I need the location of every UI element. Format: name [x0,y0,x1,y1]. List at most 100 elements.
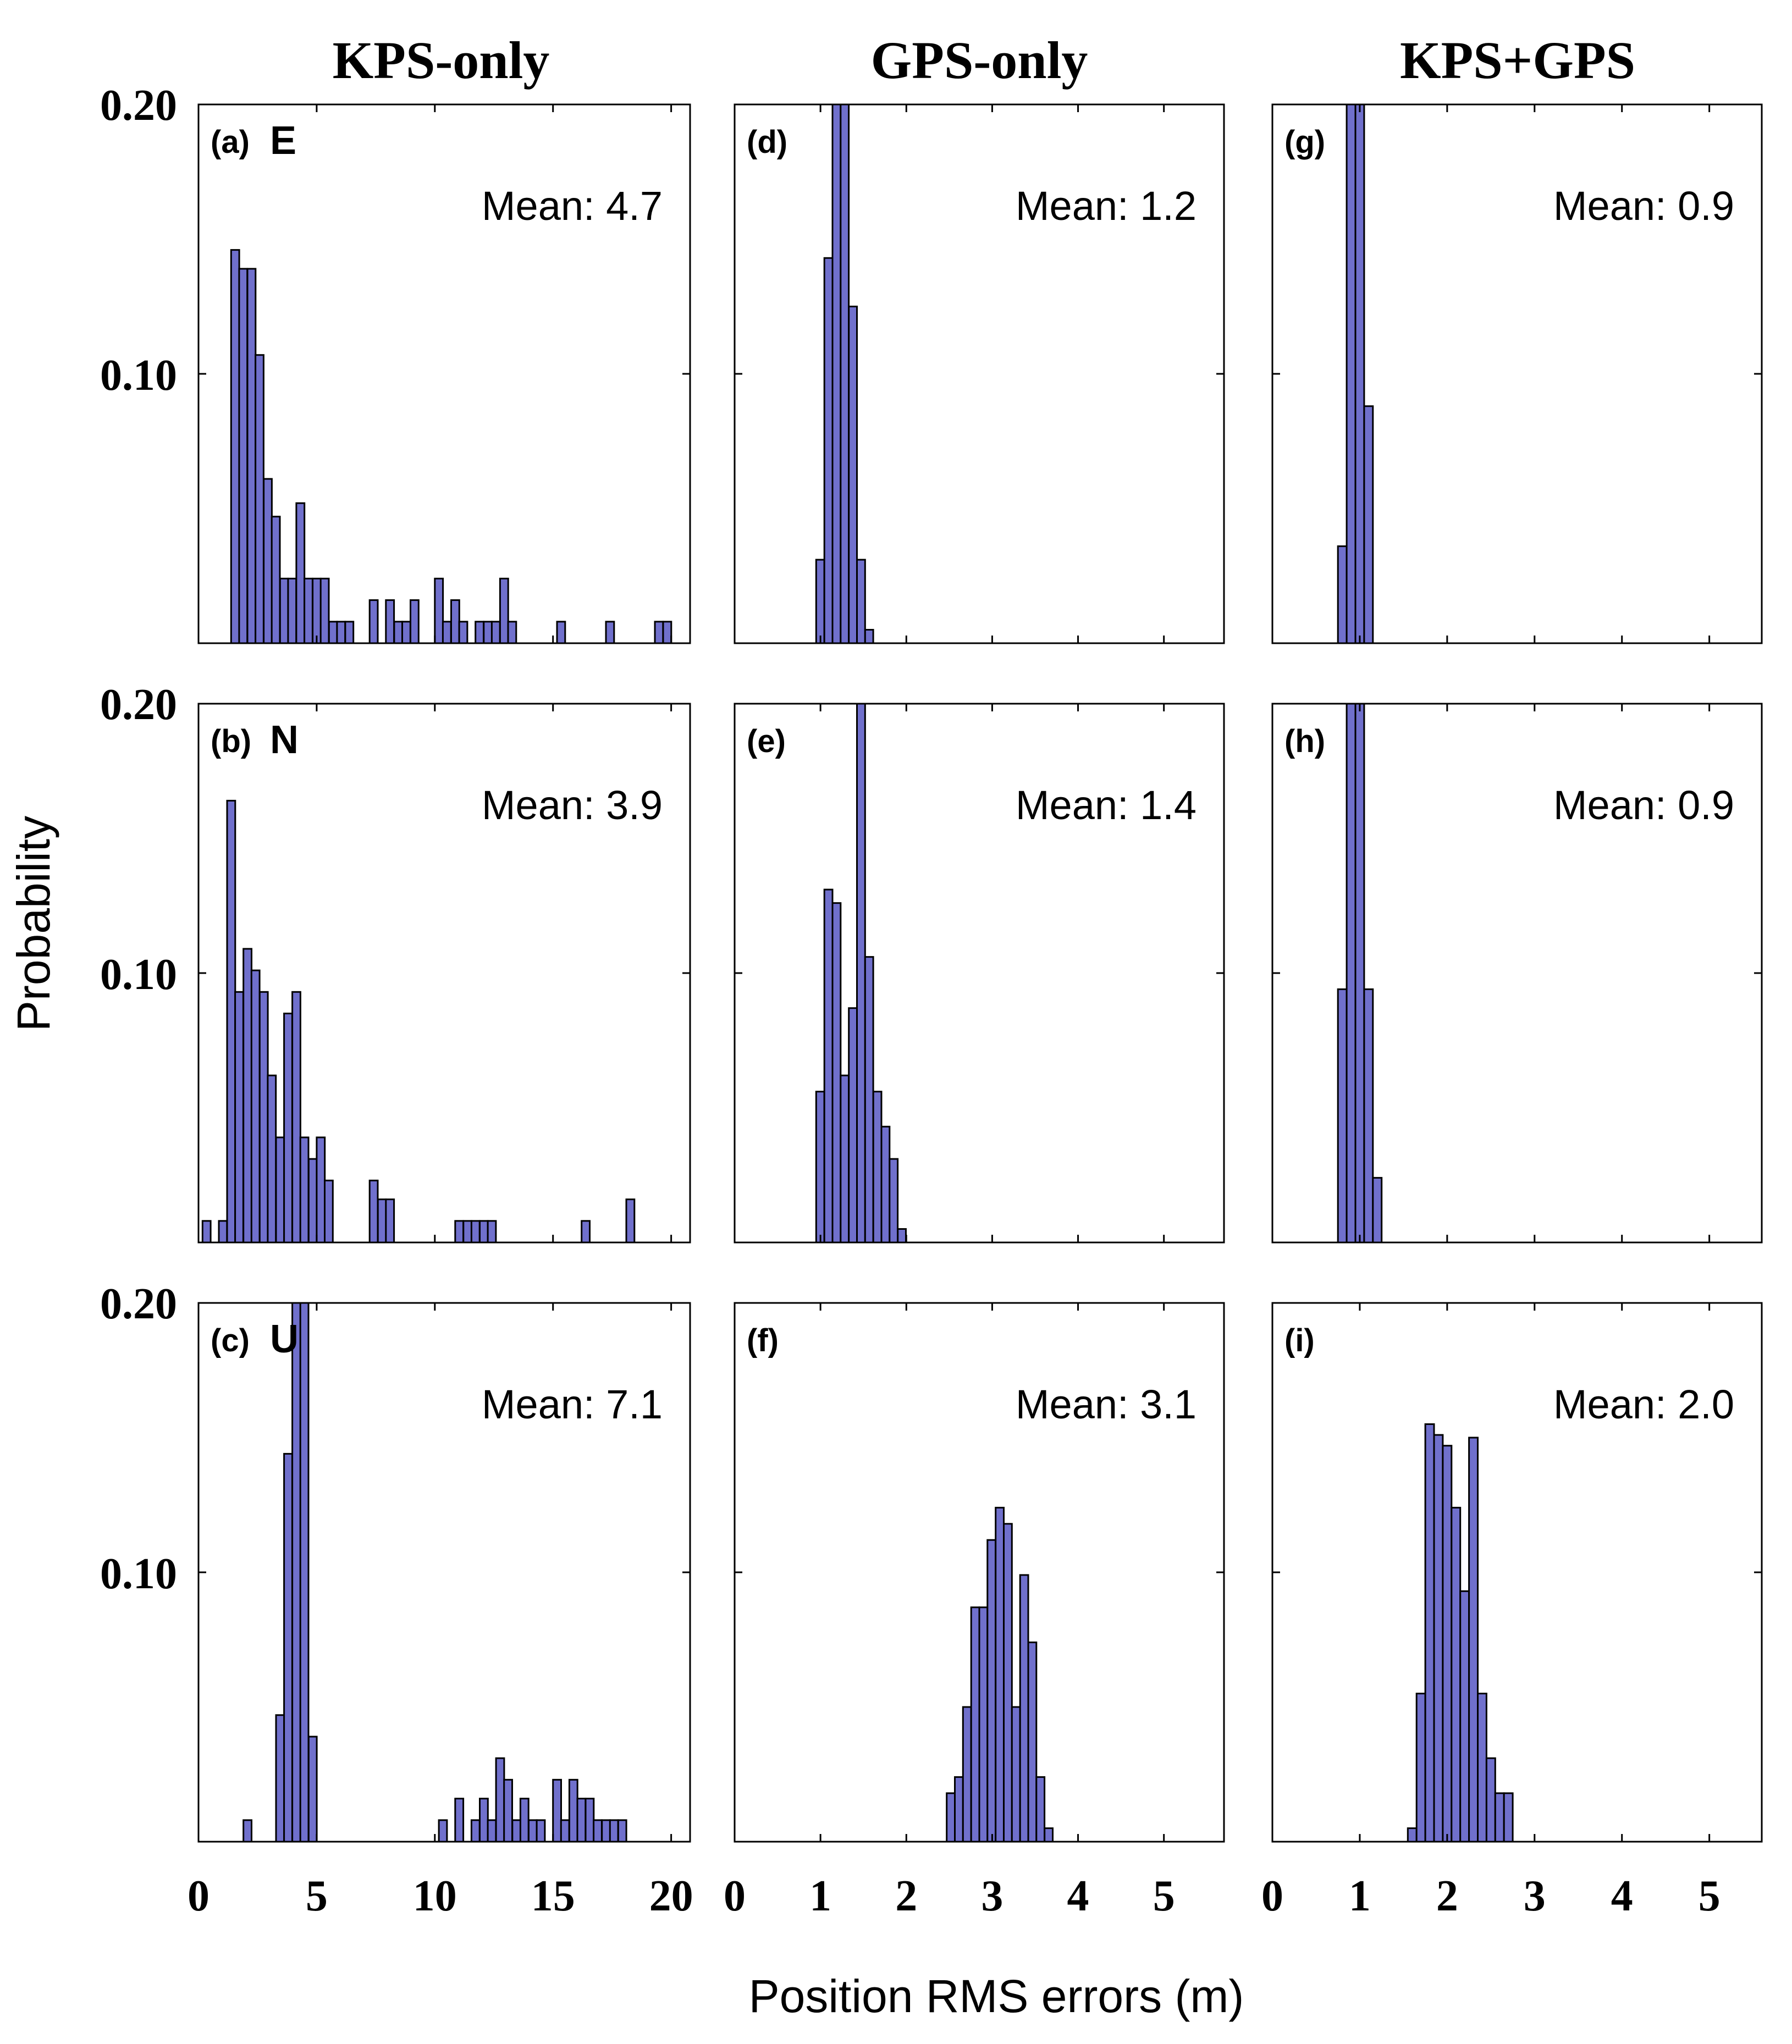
bar-f-0 [946,1792,956,1843]
bar-f-6 [995,1506,1005,1843]
bar-d-6 [864,629,874,644]
bar-e-5 [856,703,866,1244]
x-tick-label-i-1: 1 [1349,1872,1371,1920]
bar-i-1 [1415,1693,1426,1843]
bar-f-2 [962,1706,972,1843]
histogram-panel-a: (a) E Mean: 4.7 [197,103,691,644]
bar-a-5 [271,516,281,644]
bar-a-2 [246,268,257,644]
bar-a-32 [662,621,672,644]
bar-e-2 [831,902,842,1244]
column-title-gps-only: GPS-only [871,31,1088,90]
bar-a-14 [344,621,355,644]
bar-a-26 [490,621,501,644]
column-title-kps-gps: KPS+GPS [1400,31,1635,90]
bar-b-24 [625,1198,636,1244]
bar-a-20 [434,577,444,644]
histogram-panel-d: (d) Mean: 1.2 [734,103,1225,644]
panel-label-f: (f) [747,1323,779,1358]
histogram-panel-i: 0 1 2 3 4 5 (i) Mean: 2.0 [1261,1302,1763,1920]
x-tick-label-f-4: 4 [1067,1872,1089,1920]
bar-c-7 [454,1798,465,1843]
bar-h-2 [1354,703,1365,1244]
bar-f-9 [1019,1574,1029,1843]
bar-c-15 [527,1819,538,1843]
bar-i-9 [1485,1757,1496,1843]
bar-b-22 [487,1220,497,1244]
bar-b-0 [201,1220,212,1244]
bar-b-19 [462,1220,473,1244]
mean-annotation-c: Mean: 7.1 [482,1382,663,1427]
bar-e-7 [872,1091,883,1244]
bar-d-4 [848,306,858,644]
panel-label-i: (i) [1284,1323,1315,1358]
panel-label-b: (b) [211,723,251,759]
panel-label-a: (a) [211,124,250,160]
bar-a-21 [442,621,452,644]
bar-a-22 [450,599,460,644]
y-tick-label-0.20-row3: 0.20 [100,1280,177,1328]
bar-h-1 [1346,703,1357,1244]
bar-c-4 [299,1302,310,1843]
bar-i-2 [1424,1423,1435,1843]
bar-b-6 [258,991,269,1244]
bar-i-8 [1477,1693,1487,1843]
bar-b-16 [377,1198,387,1244]
x-tick-label-f-1: 1 [809,1872,831,1920]
bar-f-1 [954,1776,964,1843]
bar-a-9 [304,577,313,644]
bar-a-13 [336,621,346,644]
bar-b-18 [454,1220,465,1244]
bar-a-10 [312,577,322,644]
y-tick-label-0.10-row3: 0.10 [100,1550,177,1598]
x-tick-label-f-5: 5 [1153,1872,1175,1920]
bar-b-8 [275,1136,285,1244]
bar-b-3 [234,991,244,1244]
y-tick-label-0.10-row1: 0.10 [100,351,177,400]
bar-a-15 [368,599,379,644]
x-tick-label-i-3: 3 [1524,1872,1546,1920]
bar-c-2 [283,1452,293,1843]
bar-e-4 [848,1007,858,1244]
bar-c-9 [479,1798,489,1843]
bar-c-11 [495,1757,505,1843]
bar-e-9 [889,1158,899,1244]
bar-c-22 [593,1819,603,1843]
x-tick-label-c-10: 10 [413,1872,457,1920]
bar-g-2 [1354,103,1365,644]
bar-c-14 [519,1798,530,1843]
bar-c-25 [617,1819,627,1843]
bar-c-21 [585,1798,595,1843]
bar-a-28 [507,621,517,644]
bar-f-7 [1003,1523,1013,1843]
bar-c-5 [307,1736,318,1843]
bar-i-11 [1503,1792,1514,1843]
bar-b-2 [226,799,236,1244]
histogram-panel-c: 0 5 10 15 20 (c) U Mean: 7.1 [188,1302,693,1920]
bar-b-9 [283,1013,293,1244]
bar-a-11 [319,577,330,644]
component-label-a: E [270,119,296,163]
bar-b-21 [479,1220,489,1244]
bar-e-1 [823,888,834,1244]
bar-c-19 [568,1778,578,1843]
bar-f-5 [986,1539,997,1843]
bar-f-3 [970,1606,980,1843]
histogram-panel-f: 0 1 2 3 4 5 (f) Mean: 3.1 [724,1302,1225,1920]
bar-i-10 [1494,1792,1505,1843]
bar-c-8 [470,1819,481,1843]
bar-e-0 [815,1091,825,1244]
bar-a-0 [230,249,240,644]
bar-b-12 [307,1158,318,1244]
mean-annotation-g: Mean: 0.9 [1553,183,1734,229]
bar-g-1 [1346,103,1357,644]
bar-b-5 [250,969,261,1244]
x-tick-label-f-2: 2 [895,1872,917,1920]
bar-f-10 [1027,1641,1038,1843]
bar-c-3 [291,1302,301,1843]
x-tick-label-i-4: 4 [1611,1872,1633,1920]
bar-a-12 [328,621,338,644]
histogram-panel-b: (b) N Mean: 3.9 [197,703,691,1244]
bar-h-4 [1372,1176,1383,1244]
bar-c-12 [503,1778,514,1843]
